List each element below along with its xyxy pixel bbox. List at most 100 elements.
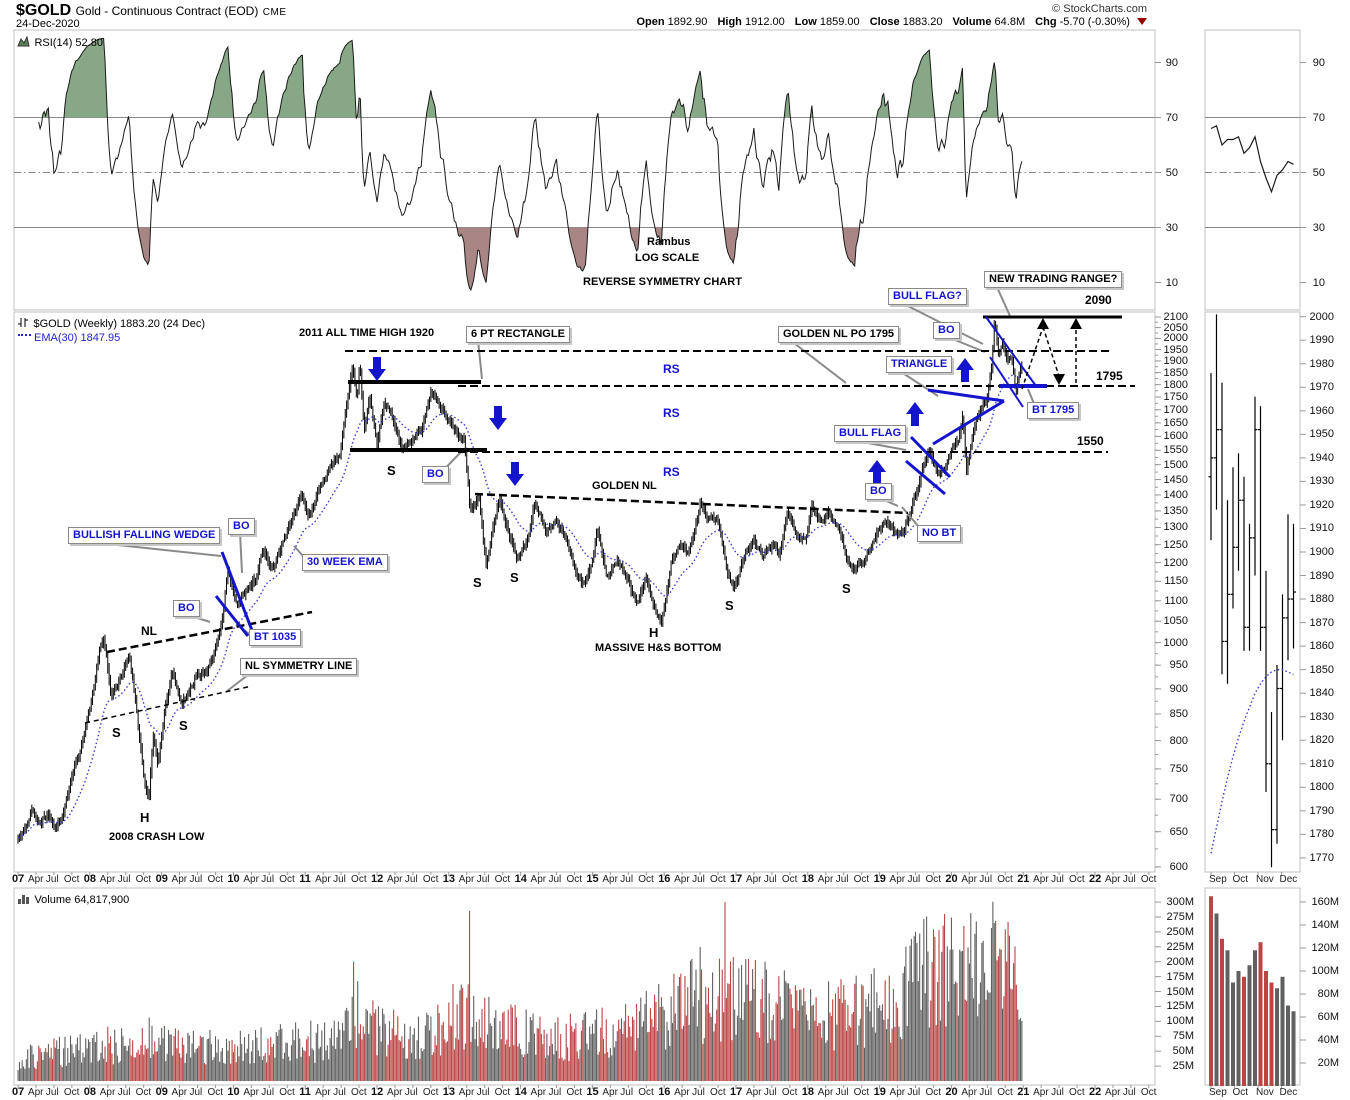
block-arrow-down (489, 406, 507, 430)
callout-tail (184, 613, 211, 623)
volume-label: Volume (952, 16, 992, 28)
projection-arrowhead-up (1037, 318, 1049, 329)
chart-date: 24-Dec-2020 (16, 18, 80, 30)
rsi-legend: RSI(14) 52.80 (17, 33, 103, 51)
rsi-overbought-fill (670, 99, 686, 118)
price-legend: $GOLD (Weekly) 1883.20 (24 Dec) (17, 314, 205, 332)
rsi-overbought-fill (690, 71, 707, 118)
callout-tail (79, 540, 222, 557)
block-arrow-up (906, 402, 924, 426)
rsi-overbought-fill (207, 47, 234, 118)
projection-arrowhead-down (1053, 374, 1065, 385)
ema-line-swatch (18, 334, 31, 339)
rsi-overbought-fill (64, 38, 108, 118)
callout-tail (995, 284, 1011, 317)
instrument-title: Gold - Continuous Contract (EOD) (75, 4, 259, 18)
callout-tail (876, 496, 899, 507)
block-arrow-up (868, 460, 886, 484)
close-value: 1883.20 (902, 16, 943, 28)
annotation-line (905, 459, 946, 496)
rsi-oversold-fill (568, 227, 588, 271)
chg-value: -5.70 (-0.30%) (1059, 16, 1130, 28)
mini-ema-line (1210, 669, 1294, 854)
volume-value: 64.8M (994, 16, 1026, 28)
callout-tail (897, 369, 939, 397)
main-volume-bars (17, 901, 1023, 1081)
panel-border (1204, 29, 1301, 311)
callout-tail (239, 531, 243, 574)
block-arrow-down (368, 357, 386, 381)
rsi-overbought-fill (315, 40, 357, 118)
quote-line: Open 1892.90 High 1912.00 Low 1859.00 Cl… (629, 16, 1147, 28)
panel-border (13, 887, 1156, 1086)
rsi-overbought-fill (277, 55, 306, 118)
rsi-oversold-fill (630, 227, 640, 251)
panel-border (1204, 311, 1301, 873)
rsi-area-icon (17, 35, 30, 47)
annotation-line (1042, 326, 1060, 377)
annotation-line (932, 399, 1005, 446)
watermark-logscale: LOG SCALE (635, 252, 700, 264)
high-label: High (717, 16, 742, 28)
callout-tail (477, 339, 483, 380)
main-rsi-line (38, 37, 1023, 292)
annotation-line (989, 356, 1024, 408)
annotation-line (84, 685, 253, 724)
annotation-line (474, 492, 909, 515)
callout-tail (789, 339, 847, 384)
rsi-overbought-fill (876, 93, 890, 118)
close-label: Close (869, 16, 900, 28)
annotation-line (909, 435, 952, 479)
watermark-title: REVERSE SYMMETRY CHART (583, 276, 742, 288)
rsi-overbought-fill (426, 90, 437, 118)
panel-border (13, 29, 1156, 311)
annotation-line (220, 551, 255, 634)
annotation-line (1021, 326, 1044, 390)
annotation-line (927, 388, 1005, 403)
rsi-oversold-fill (456, 227, 492, 290)
ohlc-bars-icon (18, 318, 28, 327)
rsi-overbought-fill (356, 98, 361, 118)
low-label: Low (794, 16, 817, 28)
callout-tail (433, 451, 462, 481)
callout-tail (226, 671, 253, 692)
volume-label: Volume 64,817,900 (34, 894, 130, 906)
down-triangle-icon (1137, 18, 1147, 25)
open-value: 1892.90 (667, 16, 708, 28)
block-arrow-down (506, 462, 524, 486)
callout-tail (899, 301, 984, 345)
open-label: Open (636, 16, 665, 28)
mini-rsi-line (1210, 124, 1294, 194)
callout-tail (1027, 388, 1040, 417)
block-arrow-up (956, 358, 974, 382)
rsi-oversold-fill (138, 227, 151, 265)
high-value: 1912.00 (744, 16, 785, 28)
symbol: $GOLD (16, 2, 72, 19)
volume-bars-icon (18, 895, 29, 904)
annotation-line (214, 595, 250, 637)
rsi-overbought-fill (907, 50, 935, 118)
ema-legend: EMA(30) 1847.95 (18, 328, 120, 346)
mini-volume-bars (1209, 896, 1296, 1086)
annotation-line (106, 610, 313, 654)
main-price-bars (17, 319, 1023, 844)
price-label: $GOLD (Weekly) 1883.20 (24 Dec) (33, 318, 206, 330)
callout-tail (944, 335, 986, 353)
callout-tail (845, 438, 907, 451)
rsi-label: RSI(14) 52.80 (34, 37, 103, 49)
panel-border (1204, 887, 1301, 1086)
exchange-label: CME (262, 7, 287, 18)
low-value: 1859.00 (819, 16, 860, 28)
header: $GOLD Gold - Continuous Contract (EOD) C… (16, 2, 287, 20)
ema-label: EMA(30) 1847.95 (34, 332, 121, 344)
volume-legend: Volume 64,817,900 (17, 890, 129, 908)
rsi-overbought-fill (980, 62, 999, 118)
copyright: © StockCharts.com (1052, 3, 1147, 15)
panel-border (13, 311, 1156, 873)
watermark-author: Rambus (647, 236, 691, 248)
projection-arrowhead-up (1070, 318, 1082, 329)
chg-label: Chg (1035, 16, 1057, 28)
callout-tail (293, 545, 315, 569)
